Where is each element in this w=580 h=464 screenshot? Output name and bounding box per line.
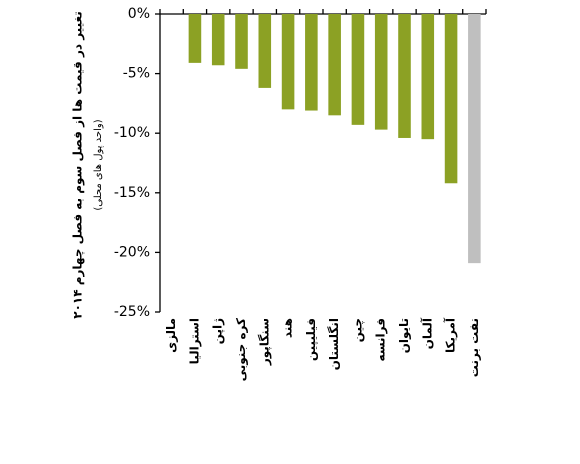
x-tick-label: چین xyxy=(350,318,364,342)
y-tick-label: -15% xyxy=(114,185,150,201)
bar xyxy=(398,14,411,138)
bar xyxy=(258,14,272,88)
bar xyxy=(444,14,458,184)
x-tick-label: هند xyxy=(281,318,295,338)
y-tick-label: -20% xyxy=(114,244,150,260)
y-tick-label: -5% xyxy=(123,66,150,82)
y-tick-label: 0% xyxy=(128,6,150,22)
bar xyxy=(281,14,295,110)
x-tick-label: ژاپن xyxy=(211,318,225,344)
x-tick-label: کره جنوبی xyxy=(234,318,249,381)
axis-title: تغییر در قیمت ها از فصل سوم به فصل چهارم… xyxy=(71,11,86,319)
x-tick-label: استرالیا xyxy=(187,318,201,364)
x-tick-label: نفت برنت xyxy=(467,318,481,377)
x-tick-label: مالزی xyxy=(164,318,178,353)
y-tick-label: -10% xyxy=(114,125,150,141)
bar xyxy=(305,14,318,111)
x-tick-label: سنگاپور xyxy=(257,318,272,366)
bar xyxy=(211,14,225,66)
bar xyxy=(374,14,388,130)
bar xyxy=(188,14,202,63)
x-tick-label: آلمان xyxy=(419,317,434,349)
y-tick-label: -25% xyxy=(114,304,150,320)
bar xyxy=(328,14,341,116)
bar xyxy=(351,14,365,125)
bar xyxy=(421,14,435,140)
x-tick-label: فرانسه xyxy=(374,318,388,361)
axis-subtitle: (واحد پول های محلی) xyxy=(93,119,104,210)
x-tick-label: تایوان xyxy=(397,318,412,353)
x-tick-label: انگلستان xyxy=(327,318,341,370)
bar xyxy=(235,14,248,69)
bar xyxy=(468,14,481,264)
x-tick-label: فیلیپین xyxy=(304,318,318,361)
x-tick-label: آمریکا xyxy=(443,317,458,353)
